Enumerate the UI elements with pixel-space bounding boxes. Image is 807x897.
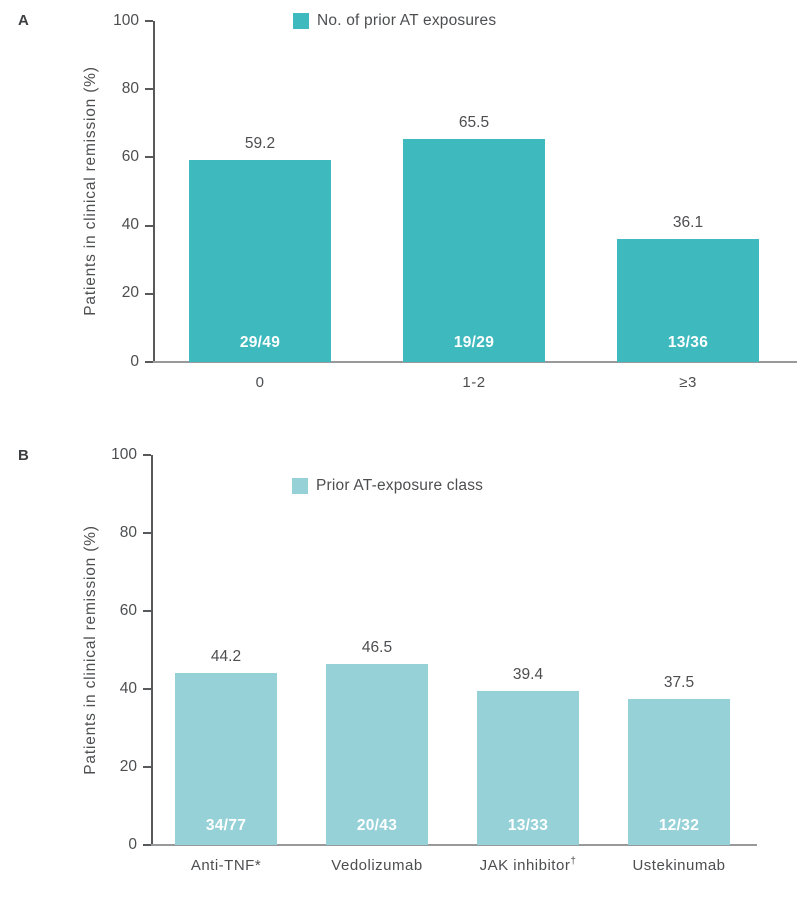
panel-b-legend: Prior AT-exposure class [292,477,483,495]
y-tick-label: 40 [121,216,139,234]
y-tick-mark [143,532,151,534]
bar-fraction-label: 13/36 [667,334,709,351]
panel-b-label: B [18,447,30,464]
plot-area-a: 0 20 40 60 80 100 59.2 29/49 0 65.5 19/29 1-2 36.1 13… [113,12,797,391]
bar-value-label: 44.2 [210,647,242,665]
y-tick-label: 100 [111,445,137,463]
y-axis-line [151,455,153,845]
y-tick-mark [143,766,151,768]
y-axis-line [153,21,155,362]
y-tick-label: 80 [119,523,137,541]
y-tick-mark [143,454,151,456]
x-category-label: Vedolizumab [331,857,423,874]
bar-fraction-label: 34/77 [205,817,247,834]
bar: 44.2 34/77 [175,648,277,845]
bar-fraction-label: 19/29 [453,334,495,351]
bar-value-label: 46.5 [361,638,393,656]
legend-label: Prior AT-exposure class [316,477,484,494]
bar: 37.5 12/32 [628,674,730,845]
x-axis-line [147,361,797,363]
y-tick-mark [143,844,151,846]
y-tick-mark [145,361,153,363]
bar-value-label: 36.1 [672,213,704,231]
y-tick-label: 0 [128,835,137,853]
y-tick-mark [145,292,153,295]
y-tick-mark [143,688,151,690]
x-category-label: JAK inhibitor† [479,856,577,875]
legend-swatch-teal [293,13,309,29]
y-tick-label: 20 [119,757,137,775]
y-axis-label: Patients in clinical remission (%) [82,525,99,775]
plot-area-b: 0 20 40 60 80 100 44.2 34/77 Anti-TNF* 46.5 20/43 V… [111,446,757,874]
panel-a: A No. of prior AT exposures Patients in … [0,0,807,440]
bar-fraction-label: 20/43 [356,817,398,834]
bar-fraction-label: 12/32 [658,817,700,834]
bar-value-label: 65.5 [458,113,490,131]
bar: 36.1 13/36 [617,214,759,362]
y-tick-mark [143,610,151,612]
legend-swatch-light-teal [292,478,308,494]
y-tick-mark [145,156,153,159]
y-tick-label: 100 [113,11,139,29]
x-category-label: 1-2 [462,374,486,391]
x-category-label: Anti-TNF* [190,857,262,874]
y-tick-mark [145,20,153,22]
y-tick-mark [145,88,153,91]
y-tick-label: 20 [121,284,139,302]
panel-a-label: A [18,12,30,29]
y-tick-label: 0 [130,352,139,370]
bar-value-label: 39.4 [512,666,544,684]
bar-fraction-label: 29/49 [239,334,281,351]
bar: 65.5 19/29 [403,114,545,362]
x-category-label: 0 [255,374,265,391]
y-tick-label: 40 [119,679,137,697]
y-tick-label: 60 [119,601,137,619]
bar-value-label: 59.2 [244,135,276,153]
y-axis-label: Patients in clinical remission (%) [82,66,99,316]
panel-b: B Prior AT-exposure class Patients in cl… [0,440,807,897]
x-category-label: Ustekinumab [632,857,726,874]
bar: 39.4 13/33 [477,666,579,845]
bar-value-label: 37.5 [663,673,695,691]
panel-a-legend: No. of prior AT exposures [293,12,496,30]
y-tick-label: 80 [121,80,139,98]
bar: 46.5 20/43 [326,639,428,845]
y-tick-mark [145,224,153,227]
x-category-label: ≥3 [679,374,697,391]
y-tick-label: 60 [121,148,139,166]
bar-fraction-label: 13/33 [507,817,549,834]
bar: 59.2 29/49 [189,135,331,362]
x-axis-line [145,844,757,846]
legend-label: No. of prior AT exposures [317,12,497,29]
